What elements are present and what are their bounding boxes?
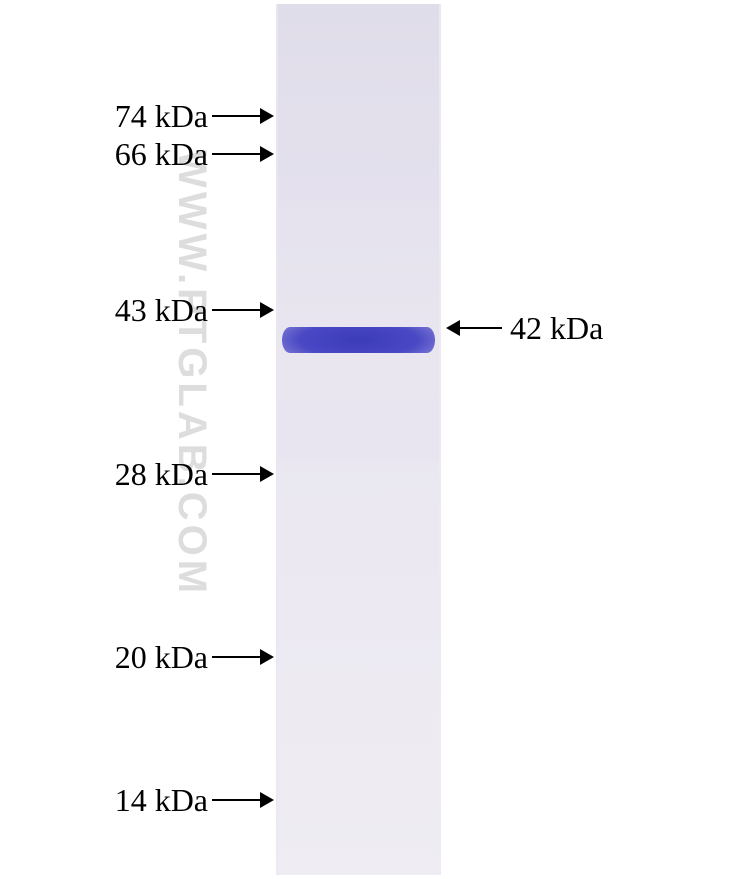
arrow-right-icon [212,108,274,124]
marker-label: 28 kDa [0,456,208,493]
marker-28kda: 28 kDa [0,456,274,492]
marker-label: 66 kDa [0,136,208,173]
arrow-right-icon [212,649,274,665]
arrow-right-icon [212,466,274,482]
marker-label: 43 kDa [0,292,208,329]
marker-20kda: 20 kDa [0,639,274,675]
marker-label: 74 kDa [0,98,208,135]
marker-66kda: 66 kDa [0,136,274,172]
lane-shade-2 [278,400,439,460]
arrow-right-icon [212,146,274,162]
marker-74kda: 74 kDa [0,98,274,134]
marker-label: 20 kDa [0,639,208,676]
marker-14kda: 14 kDa [0,782,274,818]
marker-label: 42 kDa [510,310,603,347]
marker-label: 14 kDa [0,782,208,819]
arrow-left-icon [446,320,502,336]
arrow-right-icon [212,792,274,808]
marker-42kda-result: 42 kDa [446,310,603,346]
gel-figure: WWW.PTGLAB.COM 74 kDa 66 kDa 43 kDa 28 k… [0,0,740,879]
protein-band-42kda [282,327,435,353]
lane-edge-right [439,4,441,875]
marker-43kda: 43 kDa [0,292,274,328]
arrow-right-icon [212,302,274,318]
lane-shade-1 [278,110,439,200]
watermark-text: WWW.PTGLAB.COM [169,150,214,597]
